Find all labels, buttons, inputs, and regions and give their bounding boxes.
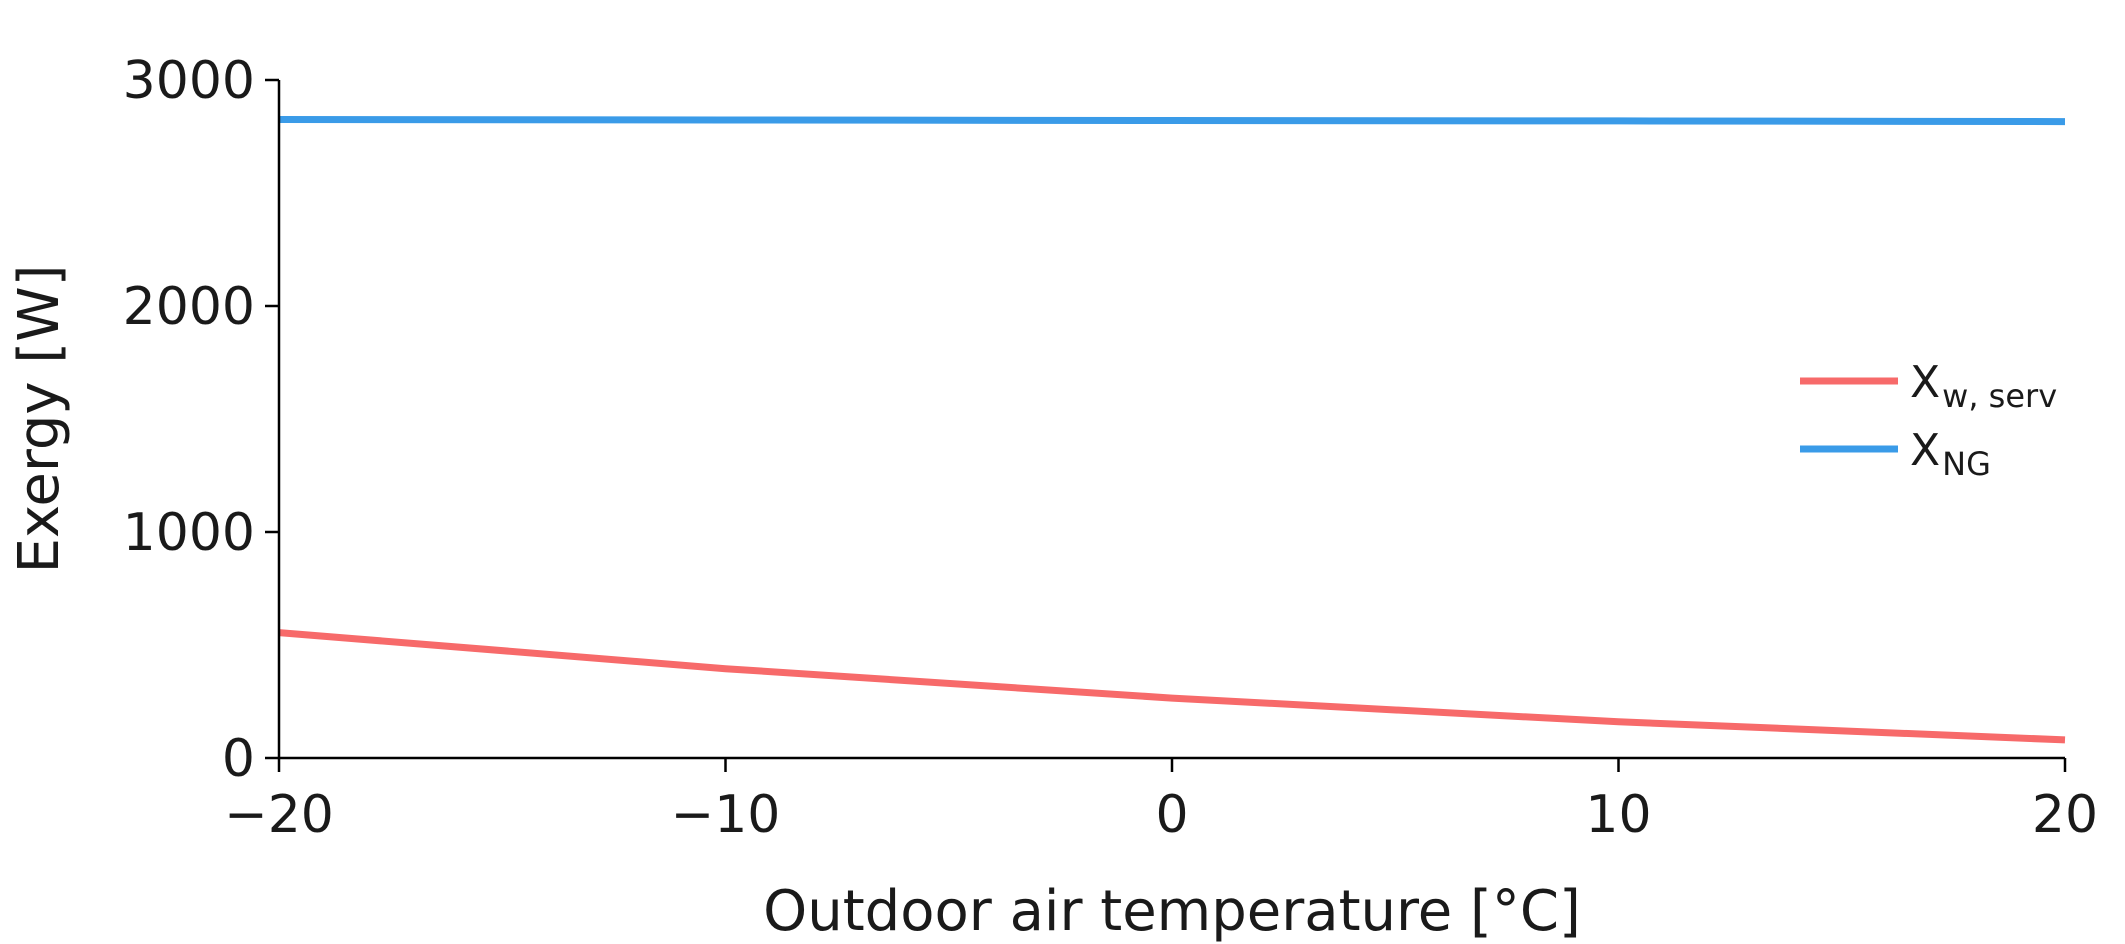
legend-label: XNG	[1910, 425, 1991, 483]
y-tick-label: 2000	[123, 277, 255, 337]
x-tick-label: −20	[224, 785, 334, 845]
x-tick-label: 10	[1585, 785, 1651, 845]
y-ticks: 0 1000 2000 3000	[123, 51, 279, 789]
series-line-x-ng	[278, 116, 2066, 126]
series-layer	[278, 116, 2066, 744]
legend-label: Xw, serv	[1910, 357, 2057, 415]
x-ticks: −20 −10 0 10 20	[224, 758, 2098, 845]
x-tick-label: 20	[2032, 785, 2098, 845]
y-tick-label: 1000	[123, 503, 255, 563]
x-tick-label: −10	[671, 785, 781, 845]
x-tick-label: 0	[1155, 785, 1188, 845]
y-tick-label: 3000	[123, 51, 255, 111]
series-line-x-w-serv	[278, 629, 2066, 744]
legend: Xw, serv XNG	[1800, 357, 2057, 483]
y-axis-title: Exergy [W]	[7, 265, 72, 574]
y-tick-label: 0	[222, 729, 255, 789]
x-axis-title: Outdoor air temperature [°C]	[763, 879, 1581, 944]
